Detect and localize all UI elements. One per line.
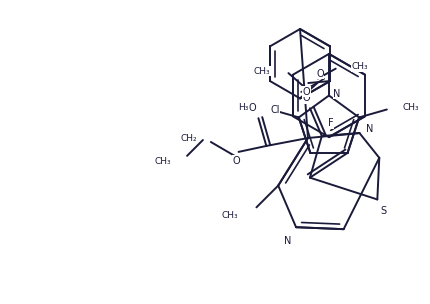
Text: CH₃: CH₃ (402, 103, 418, 112)
Text: F: F (327, 118, 333, 128)
Text: O: O (248, 103, 256, 113)
Text: O: O (302, 87, 309, 97)
Text: CH₃: CH₃ (351, 62, 367, 71)
Text: O: O (301, 93, 309, 103)
Text: O: O (232, 156, 240, 166)
Text: CH₃: CH₃ (221, 211, 238, 220)
Text: N: N (332, 88, 340, 98)
Text: Cl: Cl (270, 105, 279, 116)
Text: CH₃: CH₃ (253, 67, 270, 76)
Text: CH₂: CH₂ (180, 133, 197, 143)
Text: N: N (284, 236, 291, 246)
Text: S: S (379, 206, 385, 216)
Text: H₃C: H₃C (238, 103, 255, 112)
Text: CH₃: CH₃ (154, 157, 171, 166)
Text: O: O (315, 69, 323, 79)
Text: N: N (365, 124, 372, 134)
